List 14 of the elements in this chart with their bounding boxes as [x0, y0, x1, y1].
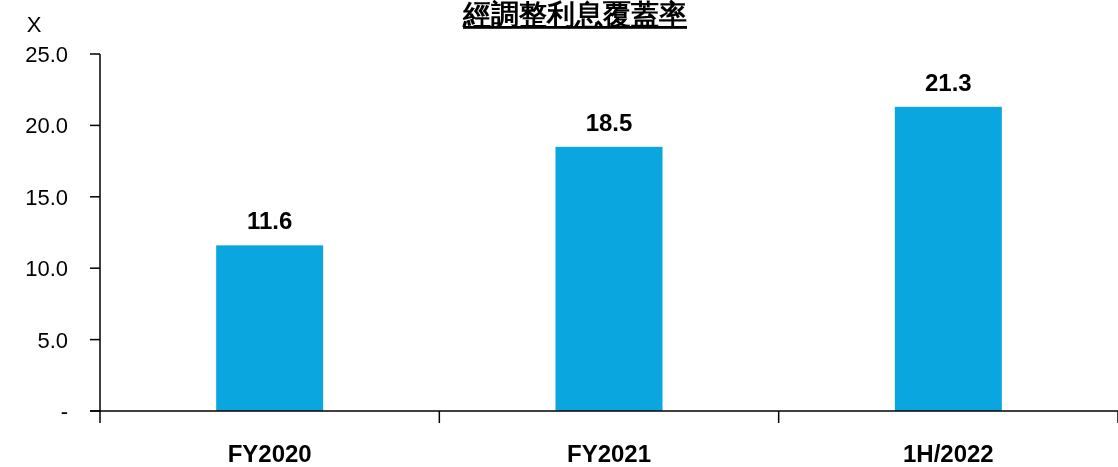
x-tick-label: 1H/2022 [902, 440, 994, 467]
y-tick-label: 10.0 [25, 256, 68, 282]
y-tick-label: 25.0 [25, 42, 68, 67]
y-tick-label: - [60, 399, 68, 424]
y-axis-title: X [26, 12, 42, 37]
data-label: 11.6 [246, 207, 293, 235]
chart-title: 經調整利息覆蓋率 [462, 0, 687, 31]
data-label: 18.5 [585, 108, 633, 136]
x-tick-label: FY2021 [566, 440, 652, 467]
y-tick-label: 5.0 [37, 327, 68, 353]
y-tick-label: 15.0 [25, 184, 68, 210]
y-tick-label: 20.0 [25, 113, 68, 139]
x-tick-label: FY2020 [227, 440, 312, 467]
data-label: 21.3 [924, 68, 972, 96]
